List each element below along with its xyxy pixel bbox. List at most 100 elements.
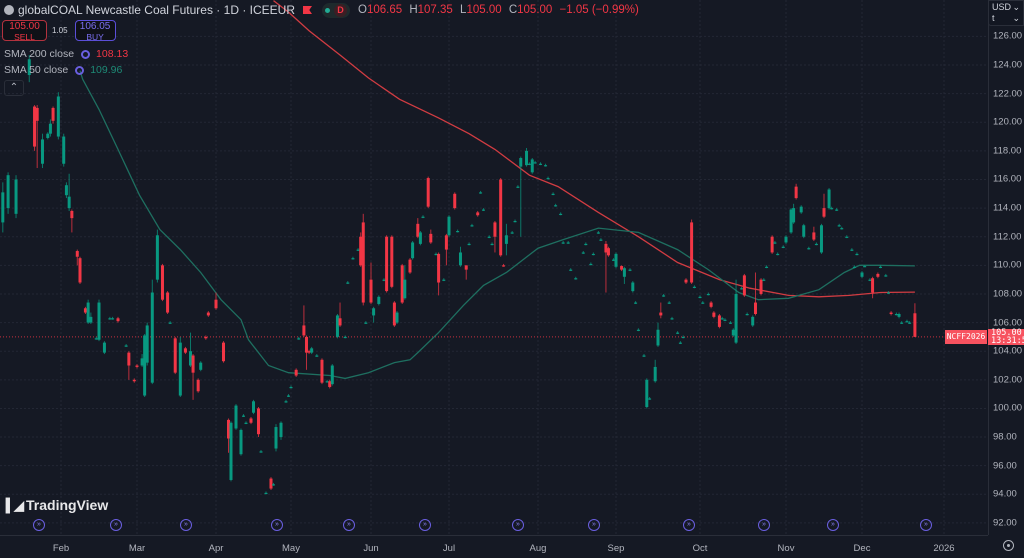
loading-loop-icon (75, 65, 85, 75)
candle (6, 172, 10, 214)
candle-body (411, 242, 415, 259)
candle-body (720, 318, 724, 320)
price-tick-label: 118.00 (993, 145, 1022, 157)
sell-button[interactable]: 105.00 SELL (2, 20, 47, 42)
indicator-sma200[interactable]: SMA 200 close 108.13 (4, 48, 128, 60)
candle (382, 278, 386, 282)
candle-body (822, 208, 826, 217)
event-icon[interactable]: » (343, 519, 355, 531)
candle-body (242, 415, 245, 417)
candle-body (274, 427, 278, 449)
candle (456, 229, 460, 233)
currency-dropdown[interactable]: USD ⌄ (992, 2, 1020, 12)
event-icon[interactable]: » (271, 519, 283, 531)
candle (519, 156, 523, 237)
candle-body (519, 158, 523, 167)
candle-body (589, 263, 593, 266)
candle-body (799, 206, 803, 213)
candle-body (773, 242, 777, 244)
candle-body (456, 230, 460, 233)
candle-body (189, 351, 193, 366)
candle (287, 394, 290, 397)
candle (897, 312, 901, 319)
event-icon[interactable]: » (827, 519, 839, 531)
candle-body (476, 212, 480, 216)
candle (717, 313, 721, 329)
candle-body (421, 216, 425, 218)
event-icon[interactable]: » (512, 519, 524, 531)
candle (742, 273, 746, 297)
candle (645, 378, 649, 409)
candle (499, 178, 503, 257)
candle-body (850, 249, 854, 251)
event-icon[interactable]: » (920, 519, 932, 531)
candle (701, 301, 705, 304)
gear-icon[interactable] (1003, 540, 1014, 551)
candle-body (62, 136, 66, 164)
candle-body (111, 318, 115, 320)
candle-body (539, 163, 543, 165)
candle (40, 133, 44, 169)
candle (510, 230, 514, 234)
candle (400, 263, 404, 304)
price-tick-label: 112.00 (993, 231, 1022, 243)
candle-body (206, 312, 210, 316)
unit-dropdown[interactable]: t ⌄ (992, 13, 1020, 23)
symbol-title[interactable]: globalCOAL Newcastle Coal Futures · 1D ·… (18, 3, 295, 17)
candle-body (706, 293, 710, 296)
time-axis[interactable]: Feb Mar Apr May Jun Jul Aug Sep Oct Nov Dec 2026 (0, 535, 988, 558)
market-status[interactable]: D (321, 2, 350, 18)
time-tick-label: Apr (208, 543, 224, 554)
price-axis[interactable]: 126.00 124.00 122.00 120.00 118.00 116.00 114.… (988, 0, 1024, 535)
candle (259, 449, 263, 453)
candle-body (636, 329, 640, 331)
candle-body (272, 484, 275, 486)
tradingview-logo[interactable]: ▍◢ TradingView (6, 497, 109, 513)
event-icon[interactable]: » (683, 519, 695, 531)
candle-body (840, 228, 844, 230)
time-tick-label: Nov (777, 543, 795, 554)
candle-body (89, 316, 93, 323)
event-icon[interactable]: » (180, 519, 192, 531)
candle (227, 418, 230, 453)
candle (493, 220, 497, 253)
candle (234, 404, 238, 430)
candle (533, 160, 537, 164)
event-icon[interactable]: » (588, 519, 600, 531)
candle-body (35, 107, 39, 121)
candle-body (614, 253, 618, 267)
currency-unit-selector[interactable]: USD ⌄ t ⌄ (988, 0, 1024, 26)
candle-body (745, 313, 749, 316)
candle-body (884, 275, 888, 277)
event-icon[interactable]: » (110, 519, 122, 531)
chart-legend-header: globalCOAL Newcastle Coal Futures · 1D ·… (4, 2, 643, 18)
candle-body (307, 351, 311, 353)
candle (418, 230, 422, 246)
indicator-sma50[interactable]: SMA 50 close 109.96 (4, 64, 122, 76)
candle (659, 302, 663, 319)
candle (581, 251, 585, 254)
candle (284, 399, 288, 403)
candle (442, 278, 446, 282)
candle-body (852, 266, 856, 268)
event-icon[interactable]: » (33, 519, 45, 531)
candle-body (776, 253, 780, 256)
time-tick-label: Jun (363, 543, 379, 554)
candle-body (116, 318, 120, 322)
candle-body (894, 313, 898, 316)
candle-body (183, 348, 187, 353)
candle (837, 223, 841, 227)
event-icon[interactable]: » (419, 519, 431, 531)
buy-button[interactable]: 106.05 BUY (74, 20, 116, 42)
candle-body (40, 139, 44, 164)
low-value: 105.00 (466, 4, 502, 16)
candle-body (97, 302, 101, 340)
event-icon[interactable]: » (758, 519, 770, 531)
candle-body (320, 359, 324, 383)
candle (611, 258, 615, 262)
collapse-legend-button[interactable]: ⌃ (4, 80, 24, 96)
candle (48, 119, 52, 137)
flag-icon[interactable] (302, 6, 312, 14)
candle-body (513, 220, 517, 223)
